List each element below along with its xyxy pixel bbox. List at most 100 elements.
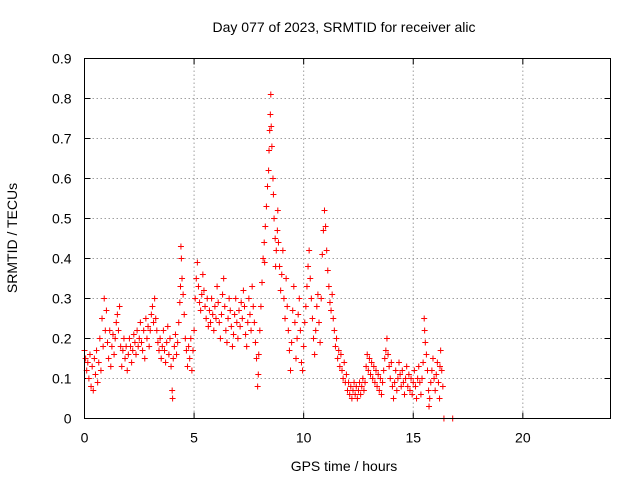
data-point — [325, 283, 332, 290]
data-point — [149, 303, 156, 310]
data-point — [126, 335, 133, 342]
data-point — [351, 379, 358, 386]
data-point — [88, 383, 95, 390]
data-point — [412, 383, 419, 390]
data-point — [142, 315, 149, 322]
data-point — [262, 223, 269, 230]
data-point — [272, 235, 279, 242]
data-point — [162, 359, 169, 366]
data-point — [422, 339, 429, 346]
data-point — [377, 375, 384, 382]
data-point — [207, 319, 214, 326]
data-point — [356, 379, 363, 386]
data-point — [157, 335, 164, 342]
data-point — [365, 367, 372, 374]
data-point — [432, 387, 439, 394]
data-point — [317, 339, 324, 346]
data-point — [111, 351, 118, 358]
data-point — [188, 367, 195, 374]
data-point — [322, 223, 329, 230]
data-point — [130, 331, 137, 338]
data-point — [375, 371, 382, 378]
data-point — [125, 351, 132, 358]
data-point — [274, 207, 281, 214]
data-point — [435, 379, 442, 386]
y-tick-label: 0.5 — [52, 211, 72, 227]
data-point — [392, 367, 399, 374]
data-point — [386, 363, 393, 370]
data-point — [97, 367, 104, 374]
data-point — [248, 327, 255, 334]
data-point — [159, 343, 166, 350]
x-axis-label: GPS time / hours — [291, 458, 398, 474]
data-point — [221, 303, 228, 310]
x-tick-label: 0 — [81, 430, 89, 446]
data-point — [171, 343, 178, 350]
data-point — [150, 319, 157, 326]
y-tick-label: 0.2 — [52, 331, 72, 347]
data-point — [421, 327, 428, 334]
data-point — [116, 303, 123, 310]
data-point — [312, 327, 319, 334]
data-point — [401, 391, 408, 398]
data-point — [118, 363, 125, 370]
data-point — [309, 315, 316, 322]
data-point — [178, 255, 185, 262]
data-point — [288, 339, 295, 346]
data-point — [233, 319, 240, 326]
data-point — [332, 343, 339, 350]
data-point — [245, 295, 252, 302]
data-point — [385, 351, 392, 358]
data-point — [277, 287, 284, 294]
data-point — [168, 363, 175, 370]
data-point — [86, 351, 93, 358]
data-point — [112, 335, 119, 342]
data-point — [305, 263, 312, 270]
data-point — [183, 347, 190, 354]
chart-title: Day 077 of 2023, SRMTID for receiver ali… — [213, 19, 476, 35]
y-tick-label: 0.7 — [52, 131, 72, 147]
data-point — [388, 359, 395, 366]
data-point — [341, 359, 348, 366]
x-axis-ticks: 0 5 10 15 20 — [81, 58, 531, 446]
data-point — [147, 327, 154, 334]
data-point — [311, 351, 318, 358]
data-point — [413, 395, 420, 402]
data-point — [403, 363, 410, 370]
data-point — [261, 259, 268, 266]
data-point — [251, 319, 258, 326]
data-point — [187, 335, 194, 342]
data-point — [417, 391, 424, 398]
data-point — [101, 295, 108, 302]
data-point — [425, 387, 432, 394]
data-point — [328, 307, 335, 314]
data-point — [225, 315, 232, 322]
data-point — [376, 387, 383, 394]
data-point — [239, 315, 246, 322]
data-point — [280, 295, 287, 302]
data-point — [210, 327, 217, 334]
data-point — [255, 351, 262, 358]
data-point — [352, 391, 359, 398]
data-point — [255, 371, 262, 378]
data-point — [145, 323, 152, 330]
data-point — [99, 315, 106, 322]
data-point — [330, 315, 337, 322]
data-point — [143, 335, 150, 342]
data-point — [205, 323, 212, 330]
y-tick-label: 0 — [64, 411, 72, 427]
data-point — [301, 319, 308, 326]
data-point — [294, 335, 301, 342]
data-point — [419, 375, 426, 382]
data-point — [387, 375, 394, 382]
data-point — [436, 363, 443, 370]
data-point — [151, 295, 158, 302]
data-point — [153, 327, 160, 334]
data-point — [133, 351, 140, 358]
data-point — [94, 379, 101, 386]
data-point — [362, 379, 369, 386]
data-point — [303, 283, 310, 290]
data-point — [169, 395, 176, 402]
data-point — [134, 327, 141, 334]
